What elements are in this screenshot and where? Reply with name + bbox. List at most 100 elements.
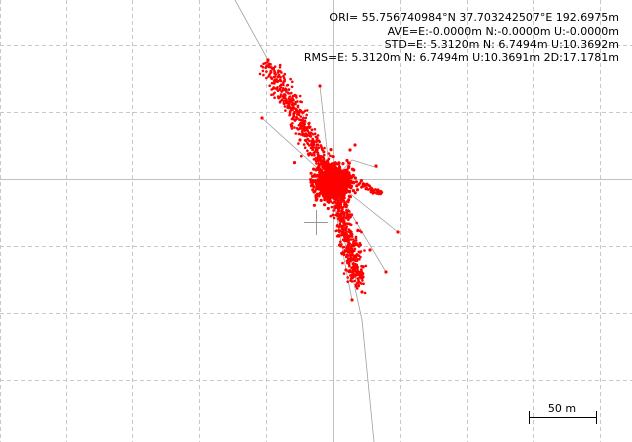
position-point xyxy=(285,84,289,87)
position-point xyxy=(306,141,309,145)
position-point xyxy=(350,235,354,238)
position-point xyxy=(297,132,301,136)
position-point xyxy=(355,221,359,225)
position-point xyxy=(353,273,357,277)
position-point xyxy=(349,256,353,259)
position-point xyxy=(346,200,349,203)
position-point xyxy=(339,217,343,221)
position-point xyxy=(310,128,314,131)
position-point xyxy=(290,91,293,95)
position-point xyxy=(314,157,317,161)
std-text: STD=E: 5.3120m N: 6.7494m U:10.3692m xyxy=(385,38,619,51)
position-point xyxy=(360,185,363,189)
position-point xyxy=(329,148,333,152)
position-point xyxy=(333,171,337,175)
position-point xyxy=(302,126,305,130)
position-point xyxy=(267,75,270,78)
position-point xyxy=(329,177,333,181)
position-point xyxy=(368,184,371,188)
position-point xyxy=(342,272,346,275)
position-point xyxy=(364,264,368,268)
position-point xyxy=(315,192,319,196)
position-point xyxy=(265,70,268,73)
position-point xyxy=(271,81,274,85)
position-point xyxy=(317,139,321,142)
position-point xyxy=(356,281,359,285)
position-point xyxy=(323,198,327,202)
position-point xyxy=(323,146,326,150)
position-point xyxy=(273,72,276,75)
position-point xyxy=(290,85,294,89)
position-point xyxy=(353,176,357,180)
position-point xyxy=(287,88,291,91)
position-point xyxy=(294,100,298,104)
position-point xyxy=(348,223,352,226)
position-point xyxy=(337,217,340,221)
position-point xyxy=(261,69,265,73)
position-point xyxy=(332,209,335,212)
position-point xyxy=(290,108,293,111)
position-point xyxy=(313,154,316,157)
position-point xyxy=(327,162,330,165)
position-point xyxy=(265,76,268,80)
position-point xyxy=(309,134,312,138)
position-point xyxy=(370,187,373,190)
position-point xyxy=(317,154,320,157)
position-point xyxy=(276,86,279,89)
position-point xyxy=(357,271,361,274)
position-point xyxy=(350,180,354,184)
position-point xyxy=(350,213,354,216)
position-point xyxy=(345,209,348,212)
position-point xyxy=(323,172,327,175)
position-point xyxy=(339,224,342,228)
position-point xyxy=(341,177,345,181)
position-point xyxy=(299,115,303,118)
position-point xyxy=(281,87,285,90)
position-point xyxy=(279,83,283,86)
position-point xyxy=(320,145,323,149)
position-point xyxy=(329,170,332,173)
position-point xyxy=(294,94,298,98)
position-point xyxy=(306,149,309,153)
position-point xyxy=(347,215,350,218)
position-point xyxy=(304,139,308,143)
position-point xyxy=(336,193,339,196)
position-point xyxy=(302,116,305,120)
position-point xyxy=(332,194,336,198)
position-point xyxy=(347,218,350,221)
position-point xyxy=(281,83,285,87)
position-point xyxy=(349,230,352,234)
position-point xyxy=(342,253,346,256)
position-point xyxy=(317,162,321,165)
position-point xyxy=(319,167,322,171)
position-point xyxy=(358,276,362,279)
position-point xyxy=(279,75,282,79)
position-point xyxy=(339,204,343,208)
position-point xyxy=(318,171,322,175)
position-point xyxy=(262,62,265,66)
position-point xyxy=(349,259,352,263)
position-point xyxy=(374,164,378,168)
position-point xyxy=(284,109,287,112)
position-point xyxy=(355,255,358,258)
position-point xyxy=(307,152,311,155)
position-point xyxy=(360,268,363,272)
position-point xyxy=(339,195,343,199)
position-point xyxy=(324,170,327,173)
position-point xyxy=(379,192,383,196)
position-point xyxy=(323,203,327,207)
position-point xyxy=(327,188,331,191)
position-point xyxy=(350,251,354,255)
position-point xyxy=(322,189,326,193)
position-point xyxy=(338,207,341,210)
position-point xyxy=(311,148,314,151)
position-point xyxy=(334,192,337,196)
position-point xyxy=(337,162,341,166)
position-point xyxy=(292,98,295,102)
position-point xyxy=(346,280,350,284)
position-point xyxy=(338,243,342,246)
position-point xyxy=(288,95,292,99)
position-point xyxy=(351,271,354,275)
position-point xyxy=(363,249,366,252)
